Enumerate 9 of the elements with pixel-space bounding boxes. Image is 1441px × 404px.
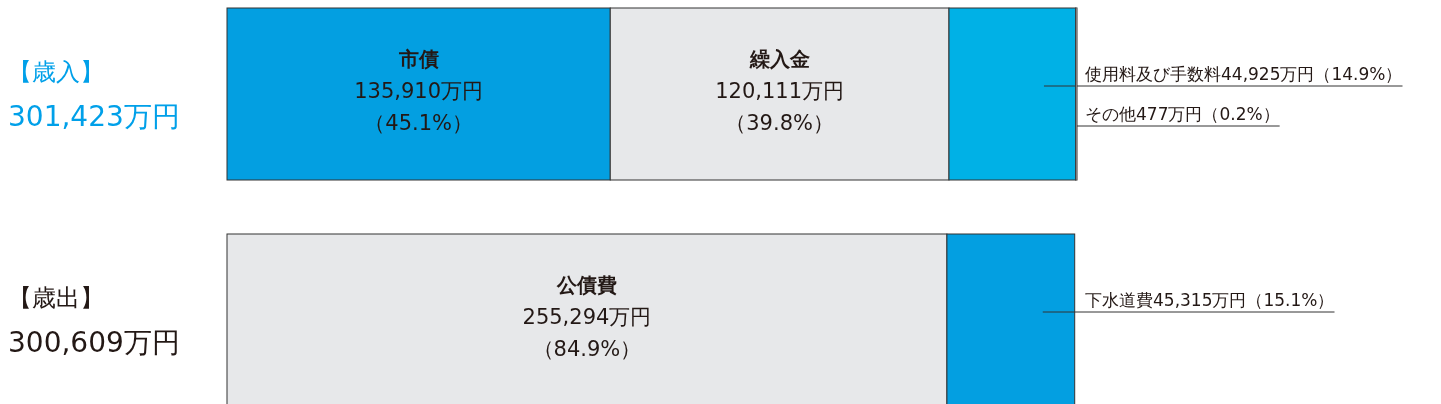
text: その他477万円（0.2%）	[1085, 104, 1280, 124]
text: 使用料及び手数料44,925万円（14.9%）	[1085, 64, 1403, 84]
text: 下水道費45,315万円（15.1%）	[1085, 290, 1335, 310]
data-label: 120,111万円（39.8%）	[715, 79, 845, 135]
data-label: 135,910万円（45.1%）	[354, 79, 484, 135]
series-label: 市債	[397, 47, 439, 71]
series-label: 繰入金	[748, 47, 810, 71]
series-label: 公債費	[555, 273, 617, 297]
data-label: 255,294万円（84.9%）	[522, 305, 652, 361]
